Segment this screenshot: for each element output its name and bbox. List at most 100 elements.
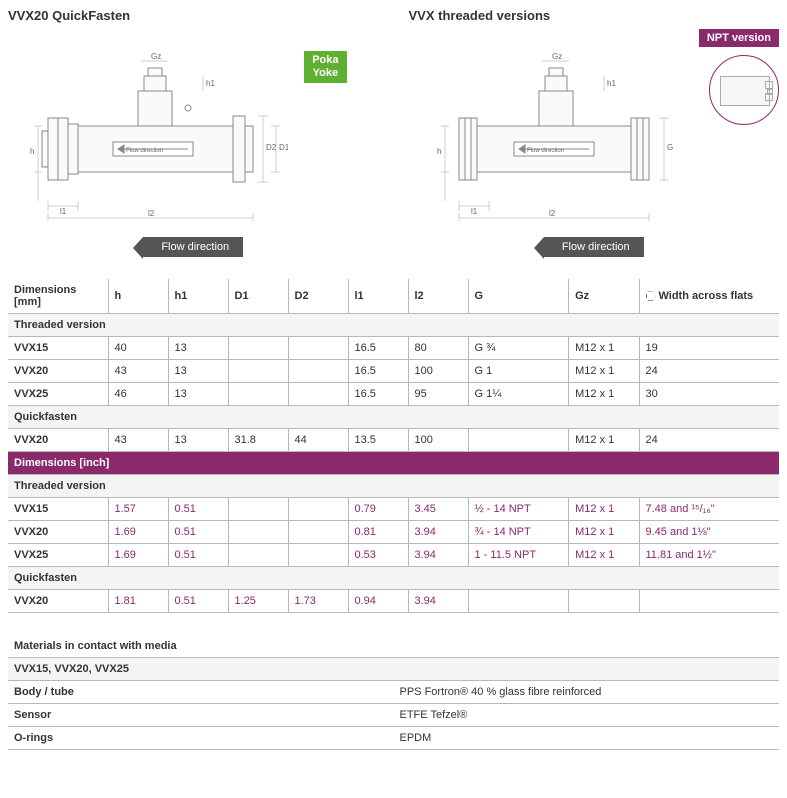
table-row: O-rings EPDM [8, 727, 779, 750]
materials-sub: VVX15, VVX20, VVX25 [8, 658, 779, 681]
value-cell: 3.94 [408, 521, 468, 544]
model-cell: VVX20 [8, 429, 108, 452]
value-cell: M12 x 1 [569, 337, 639, 360]
value-cell: 3.94 [408, 544, 468, 567]
mat-v0: PPS Fortron® 40 % glass fibre reinforced [394, 681, 780, 704]
hdr-l1: l1 [348, 279, 408, 314]
value-cell: G ¾ [468, 337, 569, 360]
table-row: Sensor ETFE Tefzel® [8, 704, 779, 727]
value-cell: 44 [288, 429, 348, 452]
svg-text:h1: h1 [206, 79, 215, 88]
value-cell: M12 x 1 [569, 521, 639, 544]
flow-direction-left: Flow direction [8, 237, 379, 257]
value-cell: 0.51 [168, 498, 228, 521]
value-cell: M12 x 1 [569, 498, 639, 521]
flow-arrow-right: Flow direction [544, 237, 644, 257]
section-row: Quickfasten [8, 406, 779, 429]
right-column: VVX threaded versions NPT version [409, 8, 780, 257]
flow-direction-right: Flow direction [409, 237, 780, 257]
hdr-dim: Dimensions [mm] [8, 279, 108, 314]
value-cell: 46 [108, 383, 168, 406]
section-title: Threaded version [8, 314, 779, 337]
value-cell: 1.73 [288, 590, 348, 613]
value-cell: 19 [639, 337, 779, 360]
value-cell: 0.51 [168, 521, 228, 544]
value-cell: 100 [408, 429, 468, 452]
flow-label-left: Flow direction [161, 241, 229, 253]
value-cell: 3.45 [408, 498, 468, 521]
hdr-h1: h1 [168, 279, 228, 314]
svg-text:G: G [667, 143, 673, 152]
value-cell: 0.94 [348, 590, 408, 613]
svg-text:D1: D1 [279, 143, 288, 152]
section-title: Dimensions [inch] [8, 452, 779, 475]
value-cell: 95 [408, 383, 468, 406]
mat-v1: ETFE Tefzel® [394, 704, 780, 727]
svg-text:D2: D2 [266, 143, 277, 152]
value-cell: 9.45 and 1⅛" [639, 521, 779, 544]
hdr-gz: Gz [569, 279, 639, 314]
model-cell: VVX20 [8, 521, 108, 544]
svg-text:Gz: Gz [552, 52, 562, 61]
svg-text:l2: l2 [549, 209, 556, 218]
heading-left: VVX20 QuickFasten [8, 8, 379, 23]
value-cell: 13 [168, 360, 228, 383]
value-cell: 16.5 [348, 337, 408, 360]
tech-drawing-left: Flow direction h l1 l2 D2 D1 Gz h1 [18, 46, 288, 221]
model-cell: VVX20 [8, 590, 108, 613]
table-row: VVX20431331.84413.5100M12 x 124 [8, 429, 779, 452]
value-cell [569, 590, 639, 613]
value-cell: 0.81 [348, 521, 408, 544]
flow-text-inline: Flow direction [126, 148, 163, 154]
section-row: Dimensions [inch] [8, 452, 779, 475]
poka-yoke-badge: Poka Yoke [304, 51, 346, 83]
value-cell: 16.5 [348, 383, 408, 406]
hdr-h: h [108, 279, 168, 314]
materials-title: Materials in contact with media [8, 635, 779, 658]
table-row: VVX201.810.511.251.730.943.94 [8, 590, 779, 613]
value-cell: 13.5 [348, 429, 408, 452]
value-cell: ½ - 14 NPT [468, 498, 569, 521]
value-cell: 0.51 [168, 544, 228, 567]
value-cell: M12 x 1 [569, 360, 639, 383]
poka-line1: Poka [312, 54, 338, 66]
value-cell [228, 521, 288, 544]
table-row: VVX251.690.510.533.941 - 11.5 NPTM12 x 1… [8, 544, 779, 567]
value-cell: 31.8 [228, 429, 288, 452]
section-title: Threaded version [8, 475, 779, 498]
section-title: Quickfasten [8, 567, 779, 590]
value-cell [639, 590, 779, 613]
value-cell: G 1 [468, 360, 569, 383]
value-cell: 43 [108, 429, 168, 452]
value-cell: G 1¼ [468, 383, 569, 406]
table-row: VVX15401316.580G ¾M12 x 119 [8, 337, 779, 360]
value-cell: ¾ - 14 NPT [468, 521, 569, 544]
section-row: Threaded version [8, 314, 779, 337]
svg-text:l1: l1 [471, 207, 478, 216]
table-row: VVX151.570.510.793.45½ - 14 NPTM12 x 17.… [8, 498, 779, 521]
value-cell: 0.51 [168, 590, 228, 613]
flow-label-right: Flow direction [562, 241, 630, 253]
svg-text:Flow direction: Flow direction [527, 148, 564, 154]
hdr-d1: D1 [228, 279, 288, 314]
materials-table: Materials in contact with media VVX15, V… [8, 635, 779, 750]
flow-arrow-left: Flow direction [143, 237, 243, 257]
section-title: Quickfasten [8, 406, 779, 429]
model-cell: VVX25 [8, 544, 108, 567]
value-cell [468, 590, 569, 613]
value-cell [288, 337, 348, 360]
tech-drawing-right: Flow direction h l1 l2 G Gz h1 [419, 46, 689, 221]
value-cell [228, 383, 288, 406]
value-cell: 40 [108, 337, 168, 360]
value-cell: 0.53 [348, 544, 408, 567]
diagram-left: Poka Yoke [8, 31, 379, 231]
value-cell: 1.25 [228, 590, 288, 613]
value-cell: 16.5 [348, 360, 408, 383]
svg-text:h: h [30, 147, 34, 156]
value-cell: 13 [168, 383, 228, 406]
value-cell: 3.94 [408, 590, 468, 613]
svg-text:l1: l1 [60, 207, 67, 216]
diagram-right: NPT version [409, 31, 780, 231]
svg-text:h1: h1 [607, 79, 616, 88]
hdr-d2: D2 [288, 279, 348, 314]
